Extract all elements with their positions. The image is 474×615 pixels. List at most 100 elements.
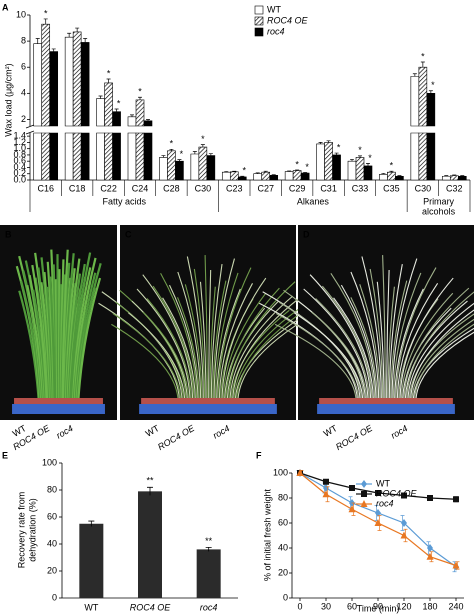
bar (135, 99, 145, 181)
leaf (387, 286, 395, 399)
marker (296, 469, 304, 476)
error-bar (43, 18, 48, 25)
y-tick-label: 20 (47, 565, 57, 575)
bar (190, 153, 200, 181)
leaf (412, 327, 474, 399)
leaf (204, 255, 208, 399)
bar (196, 549, 221, 598)
x-tick-label: C27 (257, 183, 274, 193)
pot (139, 404, 277, 414)
leaf (18, 290, 40, 399)
error-bar (366, 163, 370, 166)
significance-mark: * (170, 139, 174, 149)
leaf (408, 313, 474, 399)
error-bar (232, 170, 237, 172)
error-bar (192, 151, 197, 154)
leaf (396, 283, 439, 399)
error-bar (208, 153, 213, 156)
y-axis-label: dehydration (%) (27, 498, 37, 562)
leaf (297, 300, 366, 399)
legend-label: roc4 (267, 26, 285, 36)
leaf (391, 258, 418, 399)
error-bar (161, 155, 166, 158)
genotype-label: roc4 (211, 423, 231, 440)
marker (427, 495, 433, 501)
leaf (112, 313, 182, 399)
bar (363, 165, 373, 181)
x-tick-label: 240 (448, 601, 463, 611)
genotype-label: ROC4 OE (334, 423, 375, 452)
y-tick-label: 0 (283, 592, 288, 602)
leaf (234, 318, 300, 399)
leaf (392, 272, 422, 399)
leaf (359, 284, 381, 399)
leaf (376, 281, 385, 399)
leaf (407, 302, 474, 399)
leaf (186, 256, 204, 399)
y-tick-label: 4 (21, 88, 26, 98)
bar (138, 491, 162, 598)
legend-label: ROC4 OE (267, 15, 309, 25)
x-tick-label: 60 (347, 601, 357, 611)
significance-mark: * (305, 162, 309, 172)
y-tick-label: 60 (278, 517, 288, 527)
error-bar (240, 175, 245, 177)
leaf (333, 297, 374, 399)
leaf (111, 323, 179, 399)
leaf (382, 255, 386, 399)
error-bar (146, 119, 150, 121)
leaf (406, 291, 474, 399)
significance-mark: * (431, 80, 435, 90)
leaf (411, 318, 474, 399)
marker (323, 478, 329, 485)
legend-swatch (254, 16, 264, 26)
error-bar (271, 174, 276, 176)
bar (457, 175, 467, 181)
bar (198, 146, 208, 181)
panel-label: E (2, 450, 8, 460)
x-tick-label: C16 (37, 183, 54, 193)
marker (322, 490, 330, 498)
marker (348, 505, 356, 513)
soil (319, 398, 453, 404)
leaf (361, 256, 382, 399)
y-tick-label: 40 (278, 542, 288, 552)
genotype-label: WT (144, 423, 162, 439)
x-tick-label: C24 (132, 183, 149, 193)
marker (375, 490, 381, 496)
bar (418, 66, 428, 181)
significance-mark: * (390, 161, 394, 171)
leaf (210, 264, 223, 399)
significance-mark: * (337, 142, 341, 152)
leaf (212, 280, 227, 399)
bar (221, 171, 231, 181)
pot (12, 404, 105, 414)
leaf (399, 277, 454, 399)
error-bar (397, 175, 402, 177)
error-bar (67, 32, 72, 38)
error-bar (147, 486, 153, 496)
error-bar (326, 140, 331, 143)
significance-mark: * (180, 149, 184, 159)
significance-mark: * (138, 87, 142, 97)
marker (401, 519, 407, 527)
leaf (162, 297, 196, 399)
bar (300, 172, 310, 181)
leaf (315, 298, 370, 399)
x-tick-label: C22 (100, 183, 117, 193)
leaf (275, 312, 360, 399)
bar (175, 160, 184, 181)
y-axis-label: Recovery rate from (16, 492, 26, 569)
leaf (199, 281, 207, 399)
soil (14, 398, 103, 404)
pot (317, 404, 455, 414)
x-tick-label: C35 (383, 183, 400, 193)
error-bar (295, 169, 300, 171)
y-tick-label: 20 (278, 567, 288, 577)
bar (127, 116, 137, 181)
bar (332, 154, 341, 181)
error-bar (350, 158, 354, 162)
bar (324, 142, 333, 181)
